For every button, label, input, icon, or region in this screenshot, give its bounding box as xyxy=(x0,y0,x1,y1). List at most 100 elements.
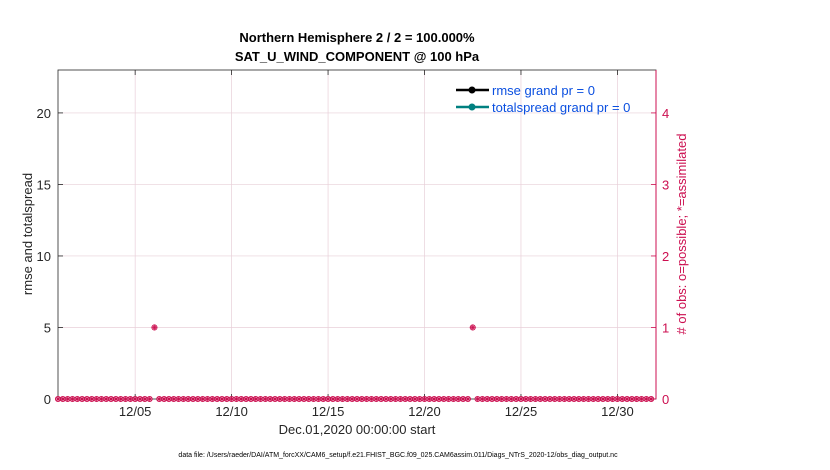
obs-assimilated-marker xyxy=(55,396,61,402)
obs-assimilated-marker xyxy=(542,396,548,402)
obs-assimilated-marker xyxy=(586,396,591,402)
obs-count-markers xyxy=(54,324,655,403)
obs-assimilated-marker xyxy=(200,396,206,402)
obs-assimilated-marker xyxy=(484,396,490,402)
obs-assimilated-marker xyxy=(547,396,553,402)
obs-assimilated-marker xyxy=(615,396,620,402)
obs-assimilated-marker xyxy=(229,396,235,402)
obs-assimilated-marker xyxy=(277,396,283,402)
obs-assimilated-marker xyxy=(475,396,480,402)
obs-assimilated-marker xyxy=(388,396,394,402)
obs-assimilated-marker xyxy=(518,396,524,402)
obs-assimilated-marker xyxy=(561,396,567,402)
obs-assimilated-marker xyxy=(590,396,596,402)
obs-assimilated-marker xyxy=(634,396,640,402)
x-axis-label: Dec.01,2020 00:00:00 start xyxy=(279,422,436,437)
obs-assimilated-marker xyxy=(349,396,355,402)
obs-assimilated-marker xyxy=(330,396,336,402)
obs-assimilated-marker xyxy=(99,396,104,402)
right-tick-label: 1 xyxy=(662,320,669,335)
obs-assimilated-marker xyxy=(320,396,326,402)
obs-assimilated-marker xyxy=(190,396,196,402)
obs-assimilated-marker xyxy=(508,396,514,402)
obs-assimilated-marker xyxy=(205,396,210,402)
y-tick-label: 10 xyxy=(37,249,51,264)
obs-assimilated-marker xyxy=(528,396,534,402)
obs-assimilated-marker xyxy=(489,396,495,402)
x-tick-label: 12/15 xyxy=(312,404,345,419)
y-tick-label: 15 xyxy=(37,177,51,192)
obs-assimilated-marker xyxy=(451,396,456,402)
obs-assimilated-marker xyxy=(166,396,172,402)
plot-area-frame xyxy=(57,69,657,400)
obs-assimilated-marker xyxy=(537,396,543,402)
obs-assimilated-marker xyxy=(398,396,403,402)
obs-assimilated-marker xyxy=(364,396,370,402)
obs-assimilated-marker xyxy=(441,396,447,402)
obs-possible-marker xyxy=(648,395,655,403)
obs-assimilated-marker xyxy=(619,396,625,402)
obs-assimilated-marker xyxy=(436,396,442,402)
obs-assimilated-marker xyxy=(282,396,288,402)
obs-assimilated-marker xyxy=(393,396,398,402)
obs-assimilated-marker xyxy=(94,396,99,402)
obs-assimilated-marker xyxy=(180,396,186,402)
obs-assimilated-marker xyxy=(639,396,644,402)
obs-assimilated-marker xyxy=(431,396,437,402)
obs-assimilated-marker xyxy=(79,396,85,402)
obs-assimilated-marker xyxy=(407,396,413,402)
legend-totalspread-marker xyxy=(468,103,476,111)
obs-assimilated-marker xyxy=(137,396,143,402)
obs-assimilated-marker xyxy=(103,396,109,402)
obs-assimilated-marker xyxy=(373,396,379,402)
obs-assimilated-marker xyxy=(513,396,519,402)
obs-assimilated-marker xyxy=(378,396,384,402)
obs-assimilated-marker xyxy=(108,396,114,402)
obs-assimilated-marker xyxy=(354,396,360,402)
obs-assimilated-marker xyxy=(65,396,71,402)
obs-assimilated-marker xyxy=(296,396,302,402)
obs-assimilated-marker xyxy=(523,396,529,402)
obs-possible-marker xyxy=(146,395,153,403)
y-tick-label: 0 xyxy=(44,392,51,407)
obs-assimilated-marker xyxy=(446,396,452,402)
obs-possible-marker xyxy=(464,395,471,403)
x-axis-ticks: 12/05 12/10 12/15 12/20 12/25 12/30 xyxy=(119,70,634,419)
obs-assimilated-marker xyxy=(234,396,239,402)
obs-assimilated-marker xyxy=(195,396,201,402)
obs-assimilated-marker xyxy=(494,396,500,402)
obs-assimilated-marker xyxy=(566,396,572,402)
obs-assimilated-marker xyxy=(402,396,408,402)
legend-rmse-label: rmse grand pr = 0 xyxy=(492,83,595,98)
obs-assimilated-marker xyxy=(557,396,562,402)
y-axis-ticks: 0 5 10 15 20 xyxy=(37,106,63,407)
right-tick-label: 0 xyxy=(662,392,669,407)
obs-assimilated-marker xyxy=(209,396,215,402)
x-tick-label: 12/05 xyxy=(119,404,152,419)
obs-assimilated-marker xyxy=(152,325,157,330)
obs-assimilated-marker xyxy=(533,396,538,402)
obs-assimilated-marker xyxy=(253,396,259,402)
obs-assimilated-marker xyxy=(127,396,133,402)
obs-assimilated-marker xyxy=(311,396,316,402)
legend-totalspread-label: totalspread grand pr = 0 xyxy=(492,100,630,115)
obs-assimilated-marker xyxy=(89,396,95,402)
obs-assimilated-marker xyxy=(344,396,350,402)
obs-assimilated-marker xyxy=(552,396,558,402)
right-tick-label: 2 xyxy=(662,249,669,264)
obs-assimilated-marker xyxy=(325,396,331,402)
obs-assimilated-marker xyxy=(316,396,321,402)
right-tick-label: 3 xyxy=(662,177,669,192)
obs-assimilated-marker xyxy=(156,396,162,402)
obs-assimilated-marker xyxy=(70,396,75,402)
obs-assimilated-marker xyxy=(243,396,249,402)
data-file-footnote: data file: /Users/raeder/DAI/ATM_forcXX/… xyxy=(178,452,618,459)
obs-assimilated-marker xyxy=(479,396,485,402)
obs-assimilated-marker xyxy=(600,396,606,402)
obs-assimilated-marker xyxy=(171,396,177,402)
obs-assimilated-marker xyxy=(84,396,90,402)
obs-assimilated-marker xyxy=(335,396,341,402)
obs-assimilated-marker xyxy=(142,396,148,402)
obs-assimilated-marker xyxy=(460,396,466,402)
obs-assimilated-marker xyxy=(499,396,505,402)
